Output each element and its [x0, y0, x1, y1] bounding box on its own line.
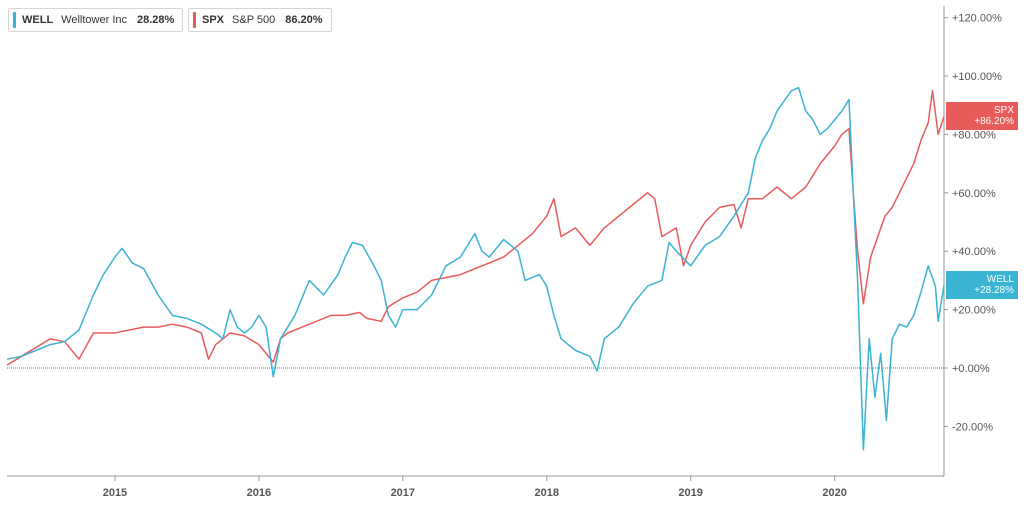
series-layer	[6, 86, 945, 451]
legend-value: 28.28%	[137, 14, 175, 26]
x-tick-label: 2017	[391, 487, 415, 499]
flag-symbol: WELL	[986, 274, 1014, 286]
legend-name: Welltower Inc	[61, 14, 127, 26]
legend-item-well[interactable]: WELL Welltower Inc 28.28%	[8, 8, 184, 32]
legend-symbol: SPX	[202, 14, 225, 26]
legend-symbol: WELL	[22, 14, 54, 26]
legend-item-spx[interactable]: SPX S&P 500 86.20%	[188, 8, 332, 32]
x-tick-label: 2020	[822, 487, 846, 499]
y-tick-label: +40.00%	[952, 246, 996, 258]
series-line-well	[6, 86, 945, 451]
legend-color-well	[13, 12, 16, 28]
x-tick-label: 2016	[247, 487, 271, 499]
price-flag-well: WELL +28.28%	[946, 271, 1018, 300]
legend-value: 86.20%	[285, 14, 323, 26]
legend-color-spx	[193, 12, 196, 28]
y-tick-label: +60.00%	[952, 188, 996, 200]
y-tick-label: +100.00%	[952, 71, 1002, 83]
legend-name: S&P 500	[232, 14, 276, 26]
flag-value: +86.20%	[974, 116, 1014, 128]
y-tick-label: +80.00%	[952, 129, 996, 141]
x-tick-label: 2018	[535, 487, 559, 499]
series-line-spx	[6, 89, 945, 366]
y-tick-label: +20.00%	[952, 305, 996, 317]
y-tick-label: -20.00%	[952, 421, 993, 433]
y-tick-label: +0.00%	[952, 363, 990, 375]
price-flag-spx: SPX +86.20%	[946, 102, 1018, 131]
x-tick-label: 2019	[678, 487, 702, 499]
flag-symbol: SPX	[993, 105, 1014, 117]
axes	[7, 6, 945, 477]
x-tick-label: 2015	[103, 487, 127, 499]
flag-value: +28.28%	[974, 285, 1014, 297]
y-tick-label: +120.00%	[952, 13, 1002, 25]
ticks-layer: -20.00% +0.00% +20.00% +40.00% +60.00% +80.00…	[103, 13, 1002, 499]
